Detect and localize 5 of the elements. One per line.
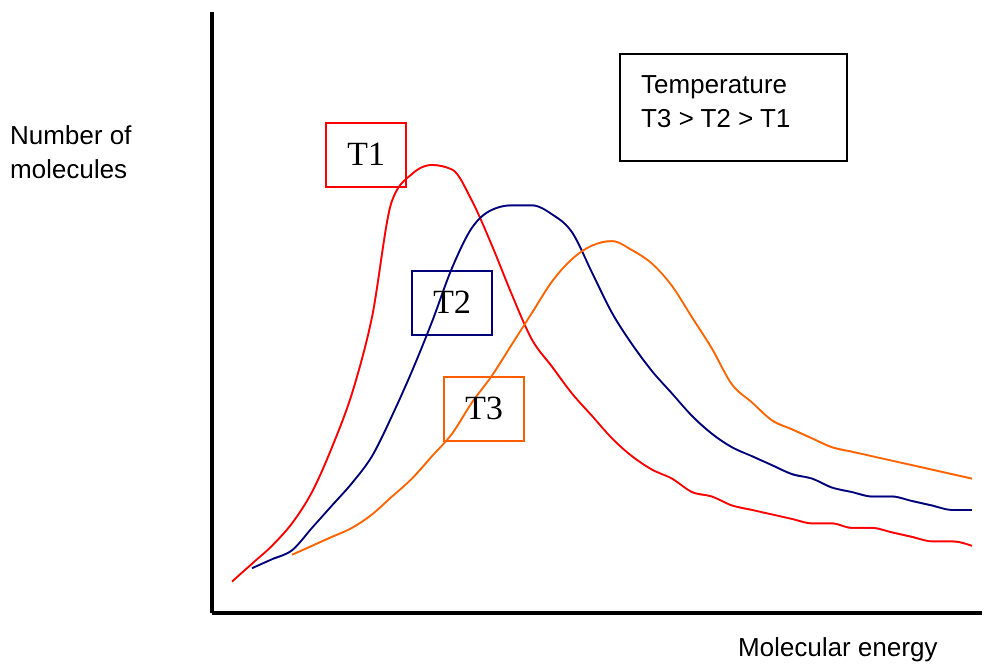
series-label: T3 xyxy=(443,376,525,442)
y-axis-title: Number of molecules xyxy=(10,119,132,186)
text: Temperature T3 > T2 > T1 xyxy=(641,68,792,135)
x-axis-title: Molecular energy xyxy=(738,632,938,663)
series-label: T1 xyxy=(325,122,407,188)
